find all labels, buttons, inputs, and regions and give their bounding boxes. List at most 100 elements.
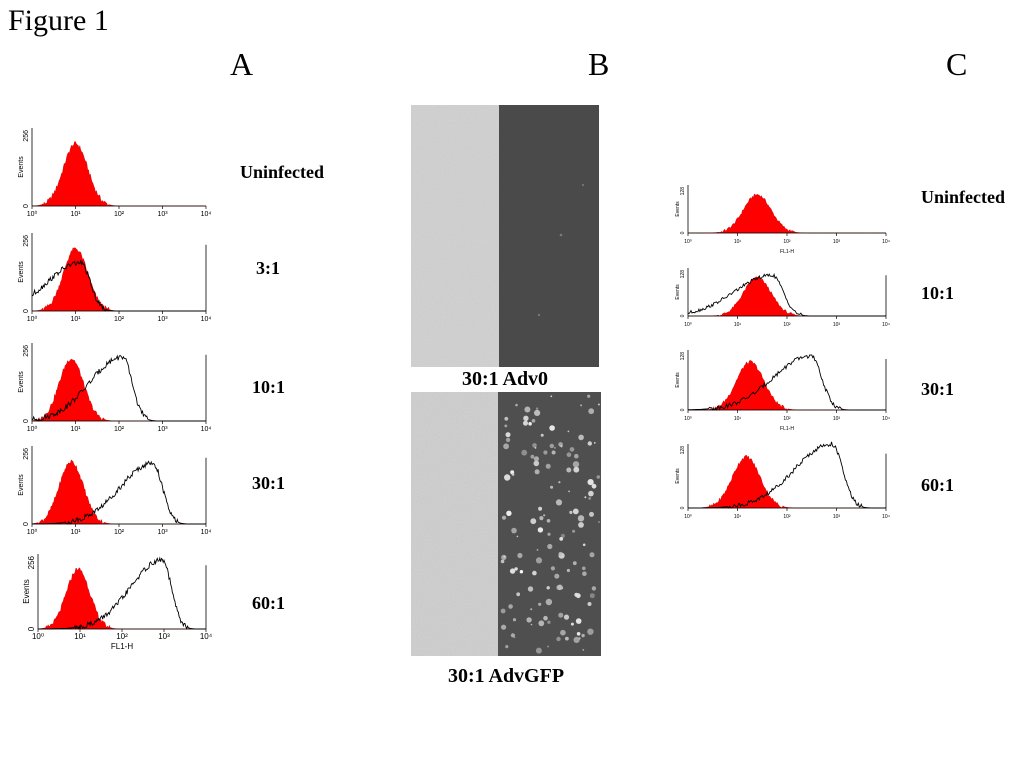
histogram-a-2: 10⁰ 10¹ 10² 10³ 10⁴ 256 0 Events [18, 233, 211, 323]
filled-histogram [688, 193, 886, 234]
y-max-label: 128 [680, 446, 686, 455]
gfp-cell [501, 554, 507, 561]
gfp-cell [556, 636, 561, 642]
gfp-cell [505, 432, 511, 438]
x-tick-label: 10⁰ [27, 315, 38, 323]
gfp-cell [589, 511, 594, 517]
gfp-cell [530, 608, 533, 611]
y-min-label: 0 [23, 204, 30, 208]
histogram-a-3: 10⁰ 10¹ 10² 10³ 10⁴ 256 0 Events [18, 343, 211, 433]
gfp-cell [514, 567, 518, 571]
gfp-cell [582, 566, 586, 571]
gfp-cell [512, 618, 517, 622]
gfp-cell [523, 420, 528, 426]
histogram-c-3: 10⁰ 10¹ 10² 10³ 10⁴ 128 0 Events FL1-H [675, 350, 890, 432]
gfp-cell [587, 441, 592, 446]
panel-a-label-30-1: 30:1 [252, 473, 285, 493]
x-tick-label: 10³ [158, 632, 170, 641]
gfp-cell [568, 490, 570, 493]
x-tick-label: 10⁴ [882, 416, 890, 422]
x-tick-label: 10⁴ [201, 426, 212, 433]
y-min-label: 0 [680, 314, 686, 317]
y-min-label: 0 [23, 309, 30, 313]
gfp-cell [539, 516, 544, 521]
gfp-cell [570, 622, 574, 626]
x-tick-label: 10⁴ [201, 211, 212, 218]
gfp-cell [530, 454, 535, 459]
gfp-cell [587, 628, 594, 635]
gfp-cell [550, 485, 554, 489]
gfp-cell [566, 568, 570, 573]
gfp-cell [538, 602, 542, 606]
gfp-cell [555, 499, 563, 506]
y-axis-label: Events [18, 156, 25, 178]
gfp-cell [587, 479, 594, 486]
gfp-cell [534, 469, 540, 475]
x-tick-label: 10¹ [734, 239, 742, 245]
gfp-cell [547, 532, 551, 536]
gfp-cell [517, 552, 523, 559]
x-tick-label: 10² [114, 211, 125, 218]
gfp-cell [572, 461, 580, 468]
x-tick-label: 10³ [157, 211, 168, 218]
gfp-cell [591, 483, 597, 489]
gfp-cell [580, 404, 583, 407]
gfp-cell [560, 586, 564, 590]
figure-title: Figure 1 [8, 4, 109, 37]
gfp-cell [521, 449, 528, 456]
gfp-cell [560, 629, 566, 636]
x-tick-label: 10¹ [734, 514, 742, 520]
gfp-cell [558, 551, 563, 556]
x-tick-label: 10² [114, 426, 125, 433]
x-tick-label: 10⁰ [684, 322, 692, 328]
gfp-cell [550, 566, 555, 571]
y-axis-label: Events [18, 371, 25, 393]
gfp-cell [566, 452, 572, 457]
y-axis-label: Events [22, 579, 31, 603]
gfp-cell [535, 407, 539, 410]
y-max-label: 128 [680, 187, 686, 196]
x-tick-label: 10¹ [70, 211, 81, 218]
y-min-label: 0 [23, 522, 30, 526]
gfp-cell [523, 415, 529, 421]
gfp-cell [565, 636, 569, 641]
x-tick-label: 10⁰ [27, 528, 38, 536]
gfp-cell [545, 463, 551, 469]
gfp-cell [589, 552, 595, 558]
panel-a-label-10-1: 10:1 [252, 377, 285, 397]
gfp-cell [547, 620, 551, 624]
infected-histogram-outline [687, 272, 886, 317]
y-axis-label: Events [675, 284, 681, 300]
gfp-cell [543, 615, 548, 621]
y-axis-label: Events [675, 201, 681, 217]
panel-c-label-30-1: 30:1 [921, 379, 954, 399]
gfp-cell [578, 522, 584, 528]
gfp-cell [549, 443, 554, 449]
gfp-cell [597, 403, 600, 406]
caption-advgfp: 30:1 AdvGFP [447, 665, 565, 687]
infected-histogram-outline [32, 460, 206, 525]
x-tick-label: 10³ [157, 316, 168, 323]
gfp-cell [528, 422, 532, 426]
panel-letter-b: B [588, 46, 610, 82]
y-min-label: 0 [23, 419, 30, 423]
x-tick-label: 10¹ [734, 322, 742, 328]
gfp-cell [537, 527, 544, 533]
gfp-cell [505, 645, 509, 649]
y-min-label: 0 [27, 626, 36, 631]
gfp-cell [569, 510, 573, 514]
x-tick-label: 10² [783, 239, 791, 245]
gfp-cell [587, 602, 592, 606]
y-max-label: 128 [680, 352, 686, 361]
gfp-cell [504, 424, 508, 428]
x-tick-label: 10⁰ [684, 239, 692, 245]
y-axis-label: Events [675, 372, 681, 388]
histogram-c-1: 10⁰ 10¹ 10² 10³ 10⁴ 128 0 Events FL1-H [675, 185, 890, 255]
infected-histogram-outline [688, 441, 886, 509]
gfp-cell [546, 586, 550, 590]
gfp-cell [547, 543, 553, 550]
gfp-cell [533, 456, 539, 462]
gfp-cell [530, 518, 537, 525]
x-tick-label: 10² [116, 632, 128, 641]
gfp-cell [577, 515, 585, 522]
